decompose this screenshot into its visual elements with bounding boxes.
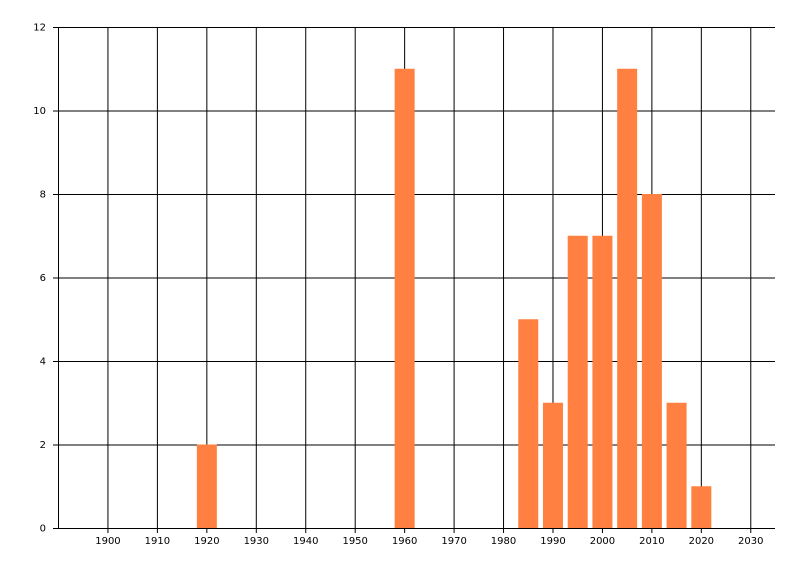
- bar: [691, 486, 712, 528]
- x-tick-label: 2010: [639, 536, 664, 547]
- bar: [567, 235, 588, 528]
- bar: [666, 402, 687, 528]
- y-tick-label: 10: [33, 106, 46, 117]
- x-tick-label: 1940: [293, 536, 318, 547]
- x-tick-label: 2020: [689, 536, 714, 547]
- y-tick-label: 4: [40, 357, 46, 368]
- bar: [394, 68, 415, 528]
- x-tick-label: 1920: [194, 536, 219, 547]
- x-tick-label: 1900: [95, 536, 120, 547]
- bar: [617, 68, 638, 528]
- x-tick-label: 1960: [392, 536, 417, 547]
- x-tick-label: 1910: [145, 536, 170, 547]
- y-tick-label: 12: [33, 23, 46, 34]
- x-tick-label: 1990: [540, 536, 565, 547]
- x-tick-label: 2000: [590, 536, 615, 547]
- bar: [641, 194, 662, 528]
- x-tick-label: 1980: [491, 536, 516, 547]
- x-tick-label: 1930: [244, 536, 269, 547]
- x-tick-label: 1950: [342, 536, 367, 547]
- y-tick-label: 0: [40, 524, 46, 535]
- bar: [542, 402, 563, 528]
- bar: [196, 444, 217, 528]
- bar: [592, 235, 613, 528]
- bar: [518, 319, 539, 528]
- x-tick-label: 1970: [441, 536, 466, 547]
- x-tick-label: 2030: [738, 536, 763, 547]
- y-tick-label: 2: [40, 440, 46, 451]
- y-tick-label: 8: [40, 190, 46, 201]
- y-tick-label: 6: [40, 273, 46, 284]
